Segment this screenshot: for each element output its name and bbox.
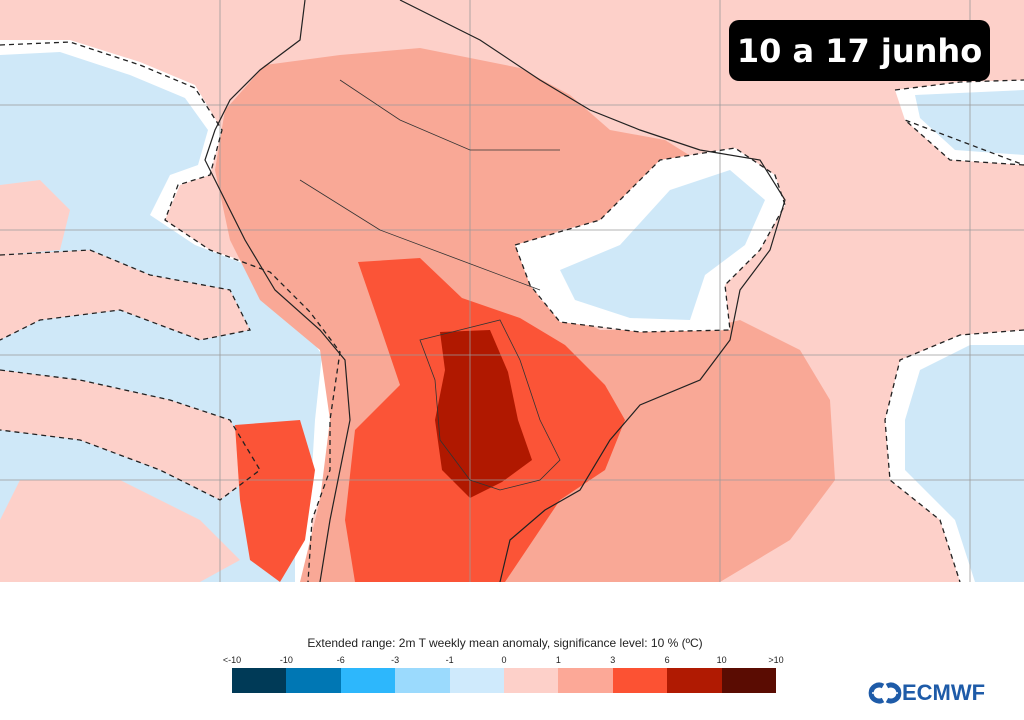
legend-tick-label: >10 (768, 655, 784, 665)
legend-swatch (667, 668, 722, 693)
color-legend (232, 668, 777, 693)
legend-tick-label: <-10 (222, 655, 242, 665)
ecmwf-logo-icon (868, 682, 902, 704)
legend-swatch (558, 668, 613, 693)
legend-tick-label: 1 (555, 655, 561, 665)
ecmwf-logo: ECMWF (868, 680, 985, 706)
legend-swatch (504, 668, 559, 693)
legend-swatch (612, 668, 668, 693)
legend-tick-label: -3 (391, 655, 400, 665)
legend-tick-label: 10 (716, 655, 727, 665)
legend-tick-label: -1 (445, 655, 454, 665)
legend-swatch (721, 668, 777, 693)
legend-tick-label: 6 (664, 655, 670, 665)
legend-tick-label: 3 (610, 655, 616, 665)
very-strong-positive-region (435, 330, 532, 498)
graticule (0, 0, 1024, 582)
legend-tick-label: -6 (336, 655, 345, 665)
significance-contours (0, 41, 1024, 582)
ecmwf-logo-text: ECMWF (902, 680, 986, 705)
legend-swatch (340, 668, 396, 693)
legend-title: Extended range: 2m T weekly mean anomaly… (307, 636, 703, 650)
legend-swatch (395, 668, 450, 693)
legend-tick-label: 0 (501, 655, 507, 665)
coastline (204, 0, 786, 582)
anomaly-map (0, 0, 1024, 582)
legend-swatch (449, 668, 505, 693)
date-range-badge: 10 a 17 junho (729, 20, 990, 81)
legend-swatch (286, 668, 341, 693)
legend-tick-label: -10 (279, 655, 293, 665)
legend-swatch (232, 668, 287, 693)
